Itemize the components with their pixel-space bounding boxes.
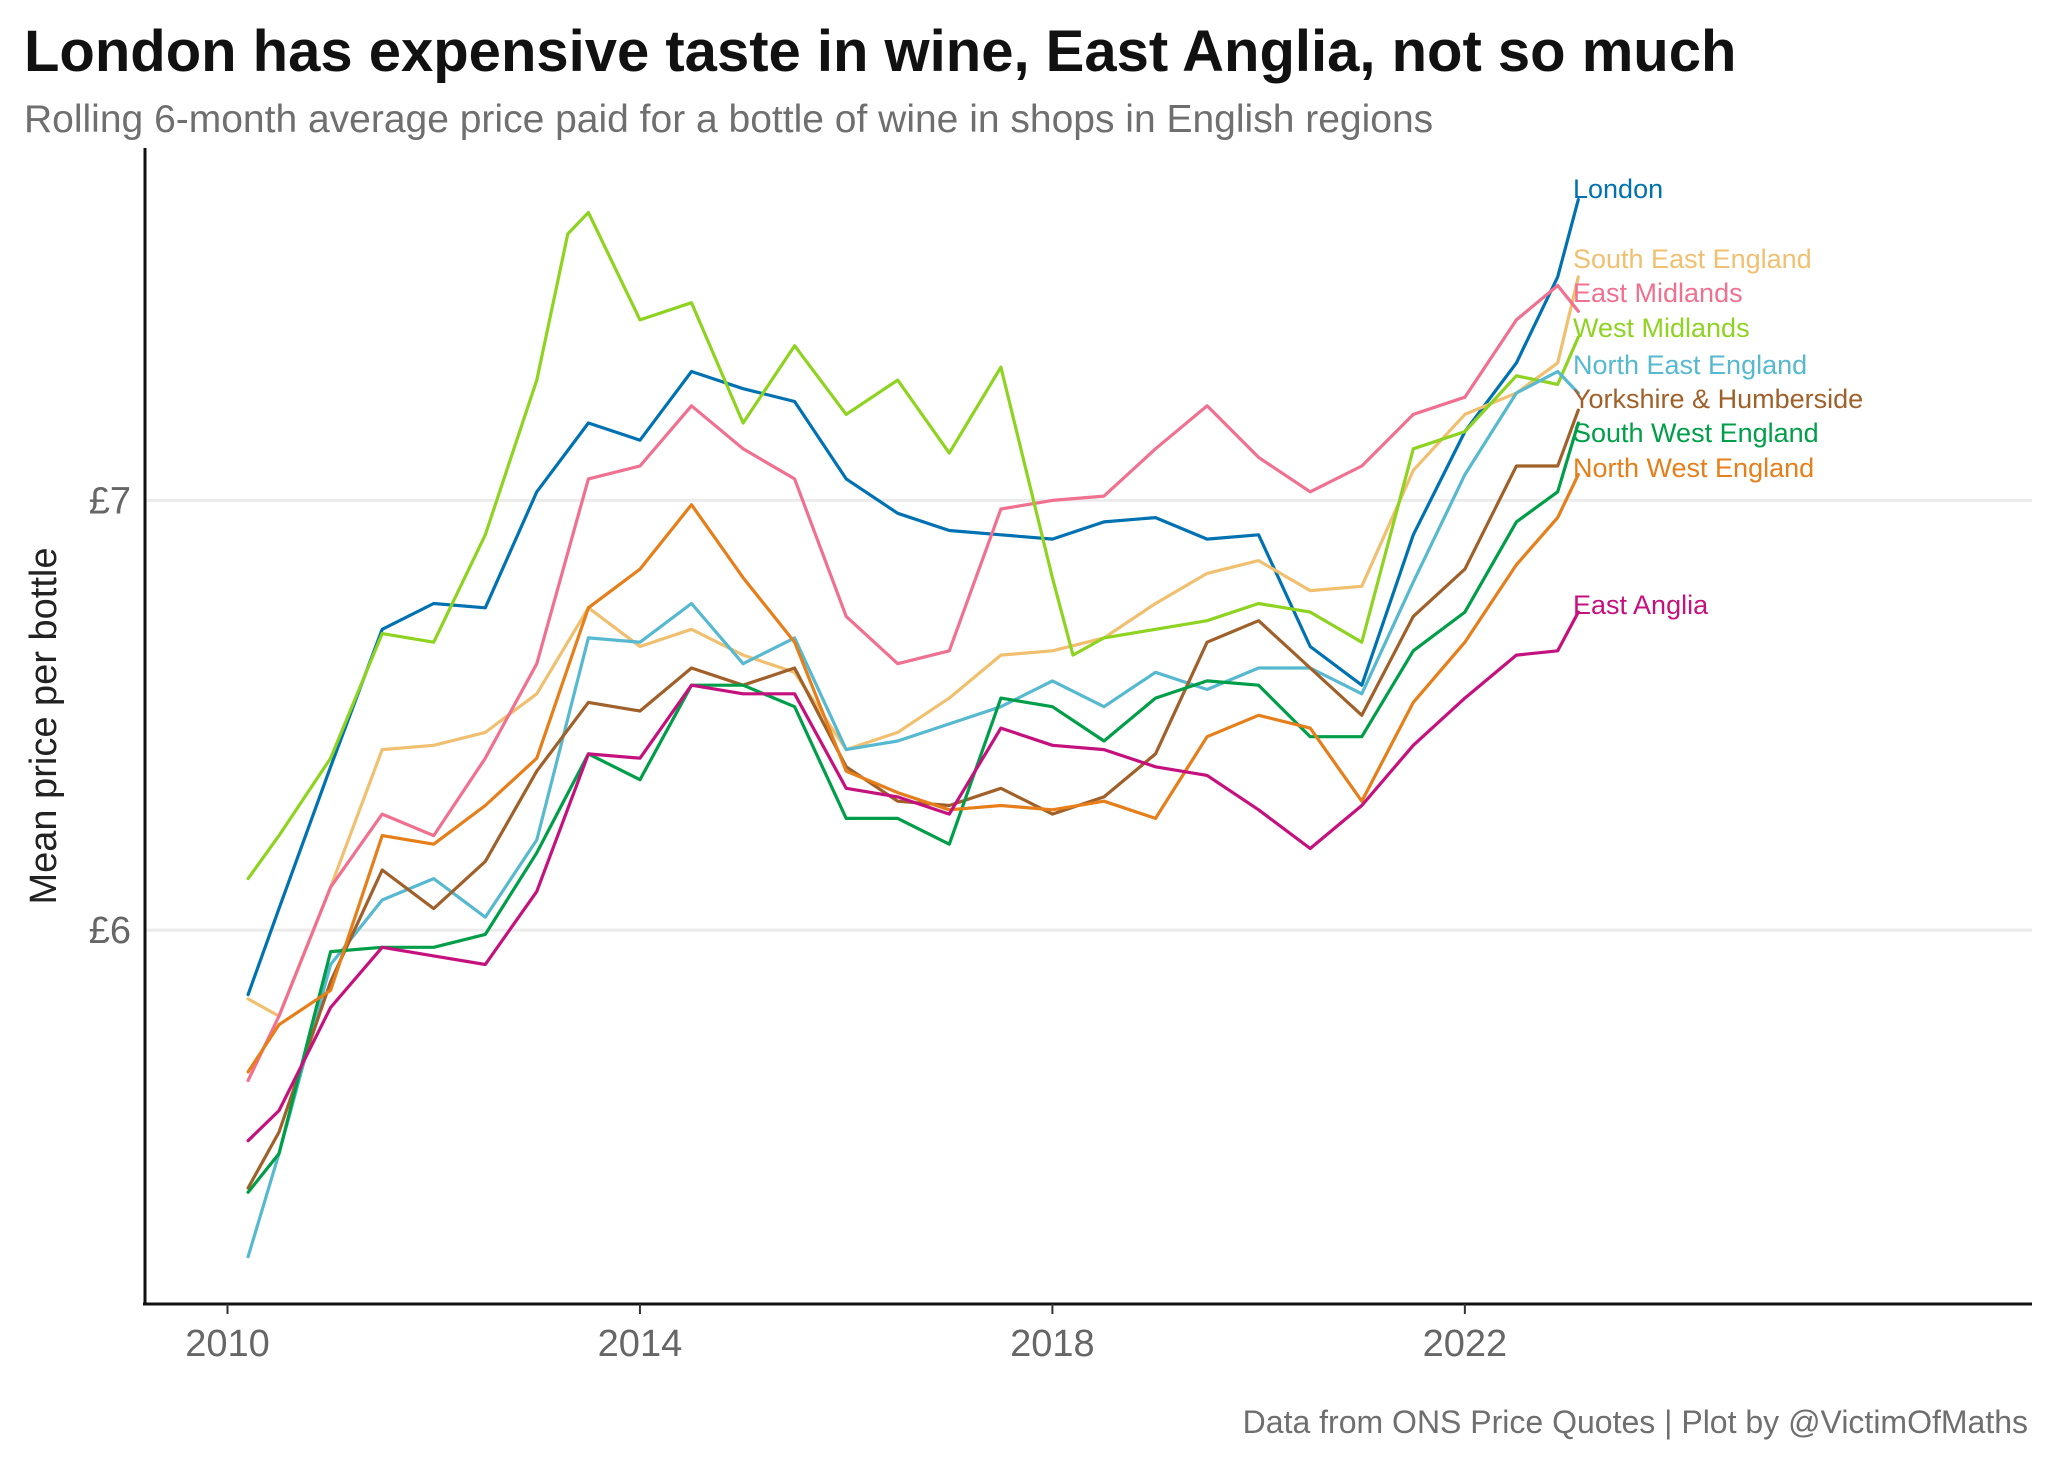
x-tick-label: 2018 xyxy=(1010,1323,1095,1365)
series-label: Yorkshire & Humberside xyxy=(1573,384,1863,414)
chart-caption: Data from ONS Price Quotes | Plot by @Vi… xyxy=(1242,1404,2028,1440)
y-tick-label: £7 xyxy=(89,480,131,522)
x-tick-label: 2022 xyxy=(1423,1323,1508,1365)
y-tick-label: £6 xyxy=(89,910,131,952)
series-line-east-anglia xyxy=(246,610,1580,1143)
series-label: East Anglia xyxy=(1573,590,1709,620)
series-line-west-midlands xyxy=(246,210,1580,881)
series-label: West Midlands xyxy=(1573,313,1750,343)
series-line-north-east-england xyxy=(246,369,1580,1259)
series-line-east-midlands xyxy=(246,283,1580,1083)
axes xyxy=(143,148,2032,1306)
series-label: North West England xyxy=(1573,453,1814,483)
series-lines xyxy=(246,198,1580,1259)
series-line-south-east-england xyxy=(246,275,1580,1018)
series-label: South East England xyxy=(1573,244,1812,274)
series-line-london xyxy=(246,198,1580,997)
series-line-north-west-england xyxy=(246,473,1580,1074)
chart-title: London has expensive taste in wine, East… xyxy=(24,19,1737,84)
chart-subtitle: Rolling 6-month average price paid for a… xyxy=(24,98,1434,141)
series-label: North East England xyxy=(1573,350,1807,380)
gridlines xyxy=(145,498,2032,932)
x-tick-label: 2010 xyxy=(185,1323,270,1365)
x-tick-label: 2014 xyxy=(598,1323,683,1365)
series-line-south-west-england xyxy=(246,421,1580,1194)
series-label: South West England xyxy=(1573,418,1819,448)
series-label: London xyxy=(1573,174,1663,204)
series-label: East Midlands xyxy=(1573,278,1743,308)
y-axis-title: Mean price per bottle xyxy=(23,548,65,905)
series-line-yorkshire-and-humberside xyxy=(246,408,1580,1190)
series-labels: London South East England East Midlands Wes… xyxy=(1573,174,1863,620)
tick-labels: £6 £7 2010 2014 2018 2022 xyxy=(89,480,1507,1365)
